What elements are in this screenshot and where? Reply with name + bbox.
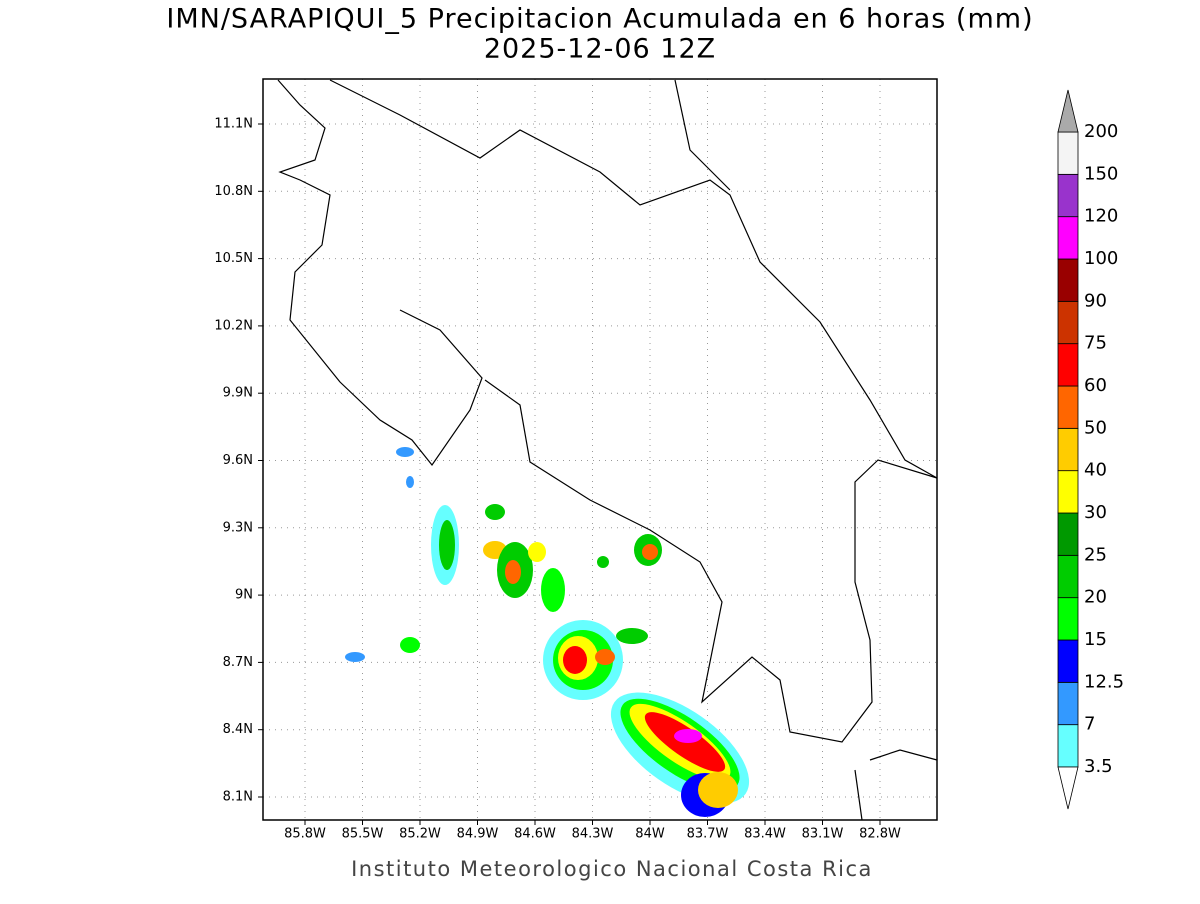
lon-label: 85.5W: [342, 827, 384, 842]
colorbar-label: 25: [1084, 544, 1107, 565]
colorbar-box: [1057, 639, 1079, 683]
colorbar-box: [1057, 258, 1079, 302]
lon-label: 84.9W: [457, 827, 499, 842]
lat-label: 9.9N: [223, 386, 253, 401]
colorbar-box: [1057, 385, 1079, 429]
rain-area: [541, 568, 565, 612]
colorbar-box: [1057, 343, 1079, 387]
lat-label: 9.3N: [223, 520, 253, 535]
colorbar-box: [1057, 131, 1079, 175]
colorbar-label: 30: [1084, 502, 1107, 523]
rain-area: [698, 772, 738, 808]
colorbar-box: [1057, 427, 1079, 472]
colorbar-box: [1057, 173, 1079, 218]
rain-area: [674, 729, 702, 743]
colorbar-label: 60: [1084, 375, 1107, 396]
colorbar-box: [1057, 512, 1079, 556]
lon-label: 84.6W: [514, 827, 556, 842]
colorbar-box: [1057, 681, 1079, 726]
lon-label: 82.8W: [859, 827, 901, 842]
coast: [329, 79, 938, 479]
coast: [869, 749, 938, 761]
colorbar-label: 20: [1084, 587, 1107, 608]
colorbar-label: 15: [1084, 629, 1107, 650]
rain-area: [406, 476, 414, 488]
rain-area: [597, 556, 609, 568]
lat-label: 10.5N: [214, 251, 253, 266]
lon-label: 83.7W: [687, 827, 729, 842]
subtitle: 2025-12-06 12Z: [484, 34, 716, 65]
lon-label: 83.4W: [744, 827, 786, 842]
colorbar-label: 50: [1084, 417, 1107, 438]
colorbar-label: 100: [1084, 248, 1118, 269]
lon-label: 83.1W: [802, 827, 844, 842]
colorbar-label: 120: [1084, 206, 1118, 227]
rain-area: [595, 649, 615, 665]
lat-label: 9N: [235, 588, 253, 603]
lat-label: 8.4N: [223, 722, 253, 737]
graticule: [258, 79, 937, 825]
colorbar-label: 3.5: [1084, 756, 1113, 777]
colorbar-box: [1057, 216, 1079, 260]
coast: [854, 769, 863, 821]
precipitation: [345, 447, 750, 817]
lat-label: 10.2N: [214, 318, 253, 333]
colorbar-label: 7: [1084, 714, 1095, 735]
lon-label: 85.8W: [284, 827, 326, 842]
colorbar-box: [1057, 597, 1079, 641]
coast: [484, 379, 938, 743]
rain-area: [400, 637, 420, 653]
lon-label: 84W: [635, 827, 665, 842]
rain-area: [439, 520, 455, 570]
coastline: [277, 79, 938, 821]
colorbar-box: [1057, 470, 1079, 514]
lat-label: 11.1N: [214, 117, 253, 132]
colorbar-label: 90: [1084, 290, 1107, 311]
colorbar-over: [1057, 89, 1079, 133]
lat-label: 9.6N: [223, 453, 253, 468]
colorbar-under: [1057, 766, 1079, 810]
colorbar-box: [1057, 724, 1079, 768]
colorbar-label: 150: [1084, 163, 1118, 184]
rain-area: [485, 504, 505, 520]
rain-area: [563, 646, 587, 674]
footer: Instituto Meteorologico Nacional Costa R…: [351, 857, 873, 881]
map-frame: [262, 78, 938, 821]
title: IMN/SARAPIQUI_5 Precipitacion Acumulada …: [166, 4, 1033, 35]
coast: [674, 79, 731, 191]
lon-label: 84.3W: [572, 827, 614, 842]
colorbar-box: [1057, 554, 1079, 599]
colorbar-label: 200: [1084, 121, 1118, 142]
lat-label: 8.1N: [223, 790, 253, 805]
colorbar-label: 40: [1084, 460, 1107, 481]
coast: [277, 79, 483, 467]
rain-area: [528, 542, 546, 562]
lat-label: 8.7N: [223, 655, 253, 670]
colorbar-label: 12.5: [1084, 671, 1124, 692]
lat-label: 10.8N: [214, 184, 253, 199]
rain-area: [396, 447, 414, 457]
lon-label: 85.2W: [399, 827, 441, 842]
rain-area: [616, 628, 648, 644]
colorbar: 3.5 7 12.5 15 20 25 30 40 50 60 75 90 100 120 150 200: [1057, 89, 1124, 810]
rain-area: [505, 560, 521, 584]
rain-area: [345, 652, 365, 662]
colorbar-label: 75: [1084, 333, 1107, 354]
rain-area: [642, 544, 658, 560]
colorbar-box: [1057, 300, 1079, 345]
